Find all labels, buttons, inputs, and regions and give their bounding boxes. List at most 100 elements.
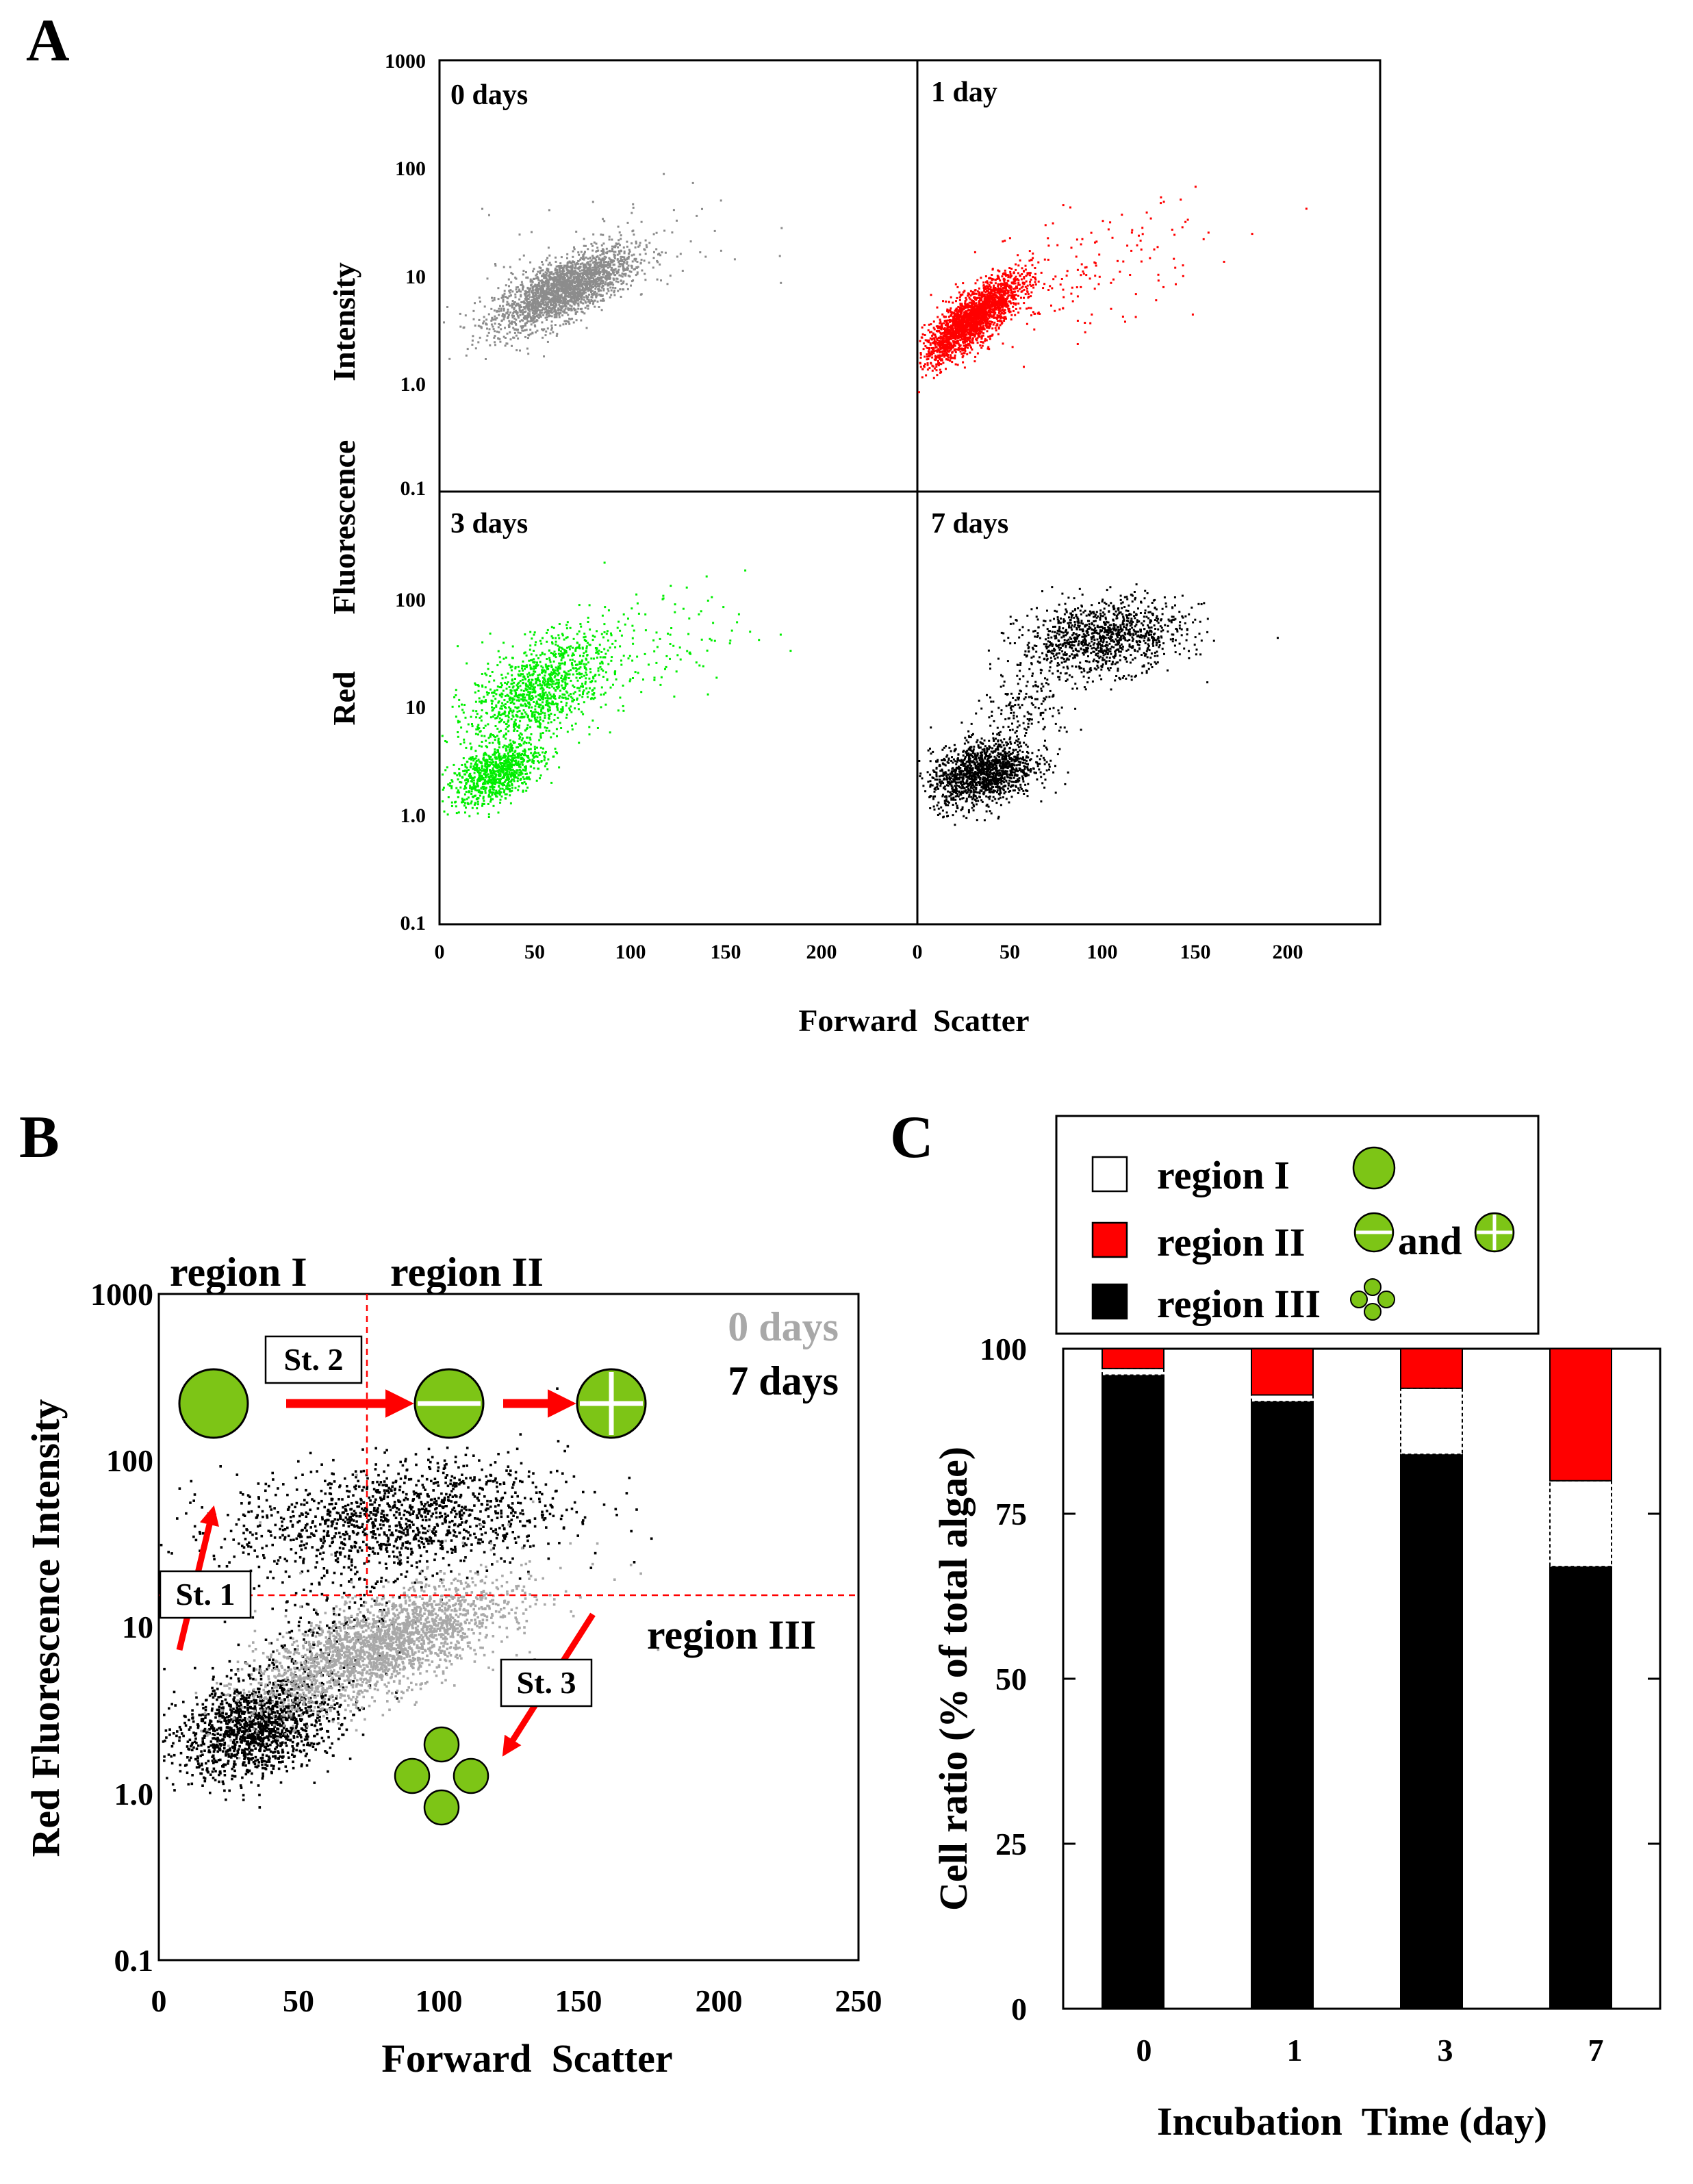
- subplot-1day-point-533: [993, 288, 996, 291]
- subplot-0days-point-923: [580, 319, 583, 322]
- subplot-0days-point-2143: [611, 266, 613, 269]
- subplot-0days-point-1897: [541, 288, 544, 291]
- subplot-0days-point-2199: [568, 318, 571, 320]
- subplot-1day-point-2046: [934, 346, 937, 349]
- subplot-0days-point-1921: [542, 283, 544, 286]
- subplot-0days-point-1538: [516, 314, 519, 317]
- subplot-1day-point-2167: [953, 341, 956, 344]
- subplot-1day-point-2068: [953, 343, 956, 346]
- subplot-1day-point-2055: [965, 330, 968, 333]
- subplot-0days-point-1184: [552, 294, 555, 297]
- subplot-0days-point-1485: [548, 278, 551, 281]
- subplot-1day-point-1980: [967, 306, 969, 309]
- subplot-1day-point-2335: [1162, 201, 1165, 203]
- subplot-0days-point-1694: [569, 283, 572, 286]
- subplot-0days-point-5: [492, 325, 494, 328]
- subplot-1day-point-2154: [977, 316, 980, 318]
- subplot-0days-point-1886: [543, 303, 546, 306]
- subplot-0days-point-1773: [570, 276, 572, 279]
- subplot-0days-point-2163: [567, 300, 570, 303]
- subplot-0days-point-2361: [531, 231, 533, 233]
- subplot-0days-point-2225: [535, 294, 537, 297]
- subplot-0days-point-1131: [559, 284, 561, 287]
- subplot-0days-point-381: [557, 288, 560, 291]
- subplot-0days-point-1088: [565, 272, 568, 275]
- subplot-1day-point-196: [937, 359, 939, 362]
- subplot-0days-point-1525: [608, 238, 611, 241]
- subplot-1day-point-980: [1002, 297, 1004, 300]
- subplot-1day-point-1915: [986, 330, 989, 333]
- subplot-0days-point-2026: [559, 312, 561, 314]
- subplot-0days-point-2287: [563, 277, 566, 279]
- subplot-1day-point-975: [926, 358, 928, 361]
- subplot-1day-point-1842: [1023, 283, 1026, 285]
- subplot-0days-point-706: [644, 253, 647, 255]
- subplot-1day-point-1751: [927, 357, 930, 360]
- subplot-1day-point-1328: [943, 350, 946, 353]
- subplot-0days-point-1306: [620, 238, 622, 240]
- subplot-1day-point-2109: [970, 324, 973, 327]
- subplot-0days-point-2309: [663, 229, 666, 232]
- subplot-1day-point-172: [989, 286, 992, 289]
- subplot-3days-point-265: [502, 746, 505, 748]
- subplot-0days-point-1380: [565, 320, 568, 322]
- subplot-1day-point-2125: [955, 323, 958, 326]
- subplot-3days-point-0: [458, 791, 461, 794]
- subplot-0days-point-415: [547, 264, 550, 266]
- subplot-1day-point-282: [950, 324, 952, 327]
- subplot-0days-point-1215: [562, 292, 565, 294]
- subplot-0days-point-1492: [631, 242, 633, 244]
- subplot-0days-point-981: [459, 325, 462, 328]
- subplot-1day-point-1466: [950, 335, 952, 338]
- subplot-0days-point-1991: [522, 311, 524, 314]
- subplot-0days-point-1274: [472, 335, 474, 338]
- subplot-0days-point-1315: [513, 307, 515, 309]
- subplot-0days-point-1934: [591, 275, 594, 277]
- subplot-1day-point-1330: [939, 371, 942, 374]
- subplot-0days-point-152: [528, 290, 531, 293]
- subplot-1day-point-1451: [984, 285, 986, 288]
- subplot-1day-point-2227: [1157, 273, 1160, 276]
- subplot-1day-point-1867: [940, 333, 943, 335]
- subplot-0days-point-1544: [496, 330, 498, 333]
- subplot-0days-point-1771: [543, 296, 546, 299]
- subplot-0days-point-951: [509, 338, 512, 341]
- subplot-0days-point-2275: [589, 263, 592, 266]
- subplot-1day-point-466: [931, 369, 934, 372]
- subplot-1day-point-2319: [928, 323, 930, 326]
- subplot-0days-point-502: [517, 337, 520, 340]
- subplot-0days-point-1461: [563, 284, 566, 287]
- subplot-0days-point-2173: [545, 280, 547, 283]
- subplot-0days-point-2204: [552, 281, 555, 284]
- subplot-0days-point-2362: [630, 284, 632, 287]
- subplot-0days-point-1823: [544, 294, 546, 296]
- subplot-1day-point-785: [984, 288, 987, 290]
- subplot-1day-point-1301: [980, 304, 982, 307]
- subplot-1day-point-2005: [1000, 303, 1002, 305]
- subplot-0days-point-2099: [569, 277, 572, 280]
- subplot-0days-point-94: [537, 270, 539, 273]
- subplot-0days-point-2190: [578, 275, 581, 278]
- subplot-0days-point-382: [581, 283, 583, 285]
- subplot-0days-point-2203: [573, 303, 576, 306]
- subplot-0days-point-1753: [524, 307, 526, 310]
- subplot-1day-point-672: [1049, 285, 1052, 288]
- subplot-0days-point-1501: [563, 309, 566, 312]
- subplot-0days-point-1803: [446, 306, 448, 308]
- subplot-3days-point-96: [470, 800, 473, 803]
- subplot-0days-point-653: [531, 287, 534, 290]
- subplot-0days-point-627: [576, 262, 579, 265]
- subplot-1day-point-2136: [979, 294, 982, 296]
- subplot-0days-point-1424: [508, 285, 510, 288]
- subplot-1day-point-2204: [950, 296, 952, 299]
- subplot-1day-point-1671: [994, 304, 996, 307]
- subplot-3days-point-141: [517, 789, 520, 791]
- subplot-0days-point-1904: [583, 280, 585, 283]
- subplot-0days-point-1966: [536, 307, 539, 309]
- subplot-1day-point-1896: [948, 309, 951, 312]
- subplot-1day-point-1816: [983, 300, 986, 303]
- subplot-0days-point-251: [511, 316, 514, 319]
- subplot-0days-point-704: [504, 337, 507, 339]
- subplot-1day-point-2211: [1174, 266, 1177, 269]
- subplot-1day-point-1363: [1015, 263, 1017, 266]
